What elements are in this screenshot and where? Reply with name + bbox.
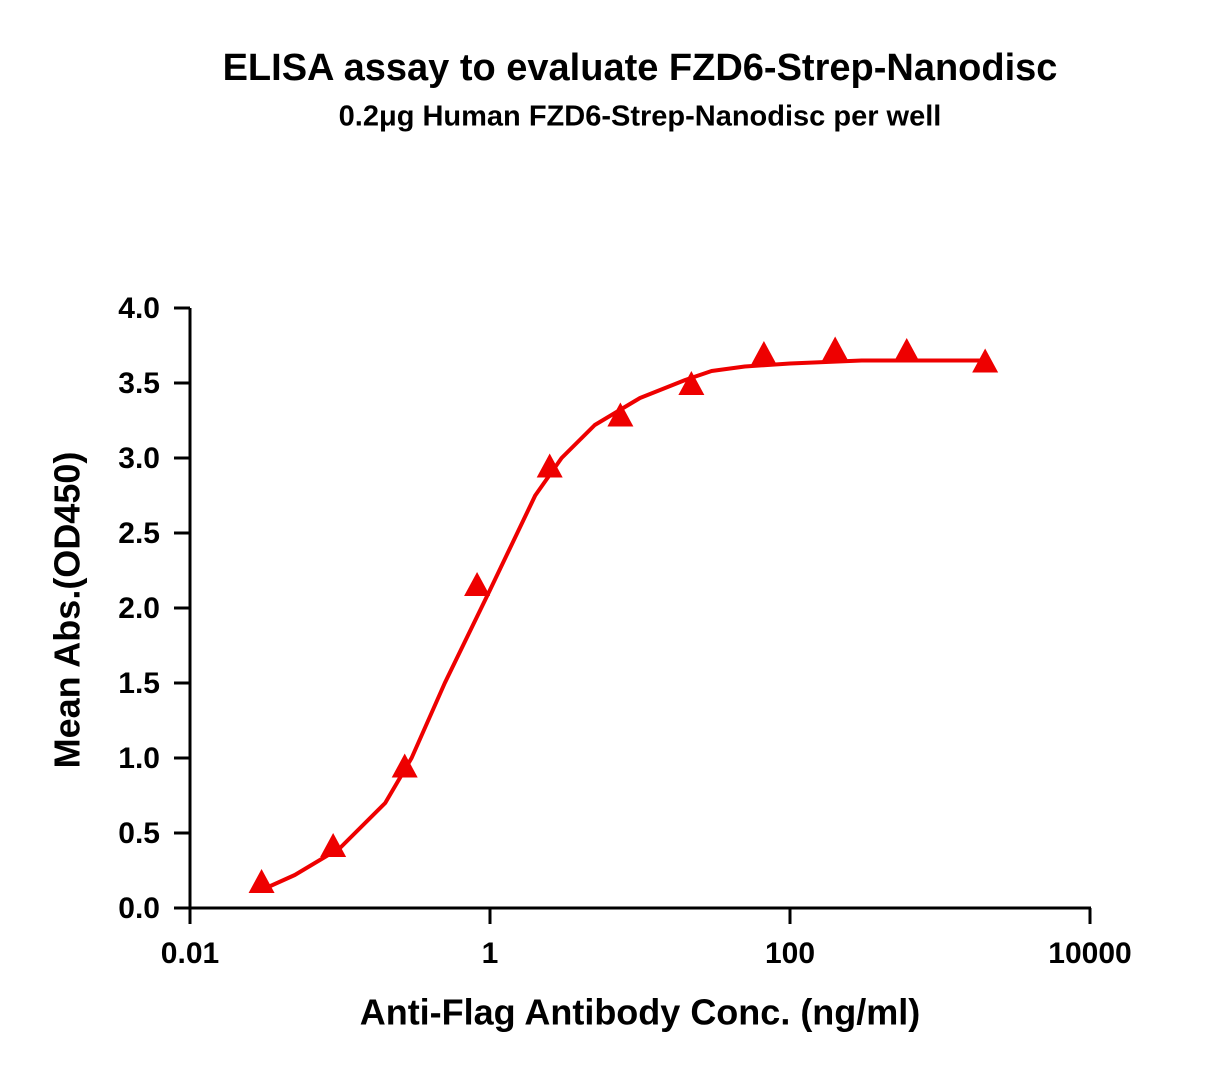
data-point [248,869,275,893]
data-point [320,833,347,857]
chart-title: ELISA assay to evaluate FZD6-Strep-Nanod… [223,47,1058,89]
chart-subtitle: 0.2μg Human FZD6-Strep-Nanodisc per well [339,101,942,133]
y-tick-label: 3.5 [118,367,160,400]
y-tick-label: 3.0 [118,442,160,475]
data-point [678,371,705,395]
data-point [391,753,418,778]
y-tick-label: 0.5 [118,817,160,850]
data-point [750,341,777,365]
data-point [893,338,920,362]
y-tick-label: 2.5 [118,517,160,550]
y-tick-label: 0.0 [118,892,160,925]
x-tick-label: 10000 [1048,937,1131,970]
data-point [972,348,999,373]
data-point [464,572,491,596]
y-tick-label: 1.0 [118,742,160,775]
x-tick-label: 100 [765,937,815,970]
x-tick-label: 1 [482,937,499,970]
y-tick-label: 4.0 [118,292,160,325]
y-tick-label: 2.0 [118,592,160,625]
x-axis-label: Anti-Flag Antibody Conc. (ng/ml) [360,992,921,1033]
y-axis-label: Mean Abs.(OD450) [47,452,88,769]
data-point [607,402,634,427]
data-point [536,453,563,478]
x-tick-label: 0.01 [161,937,219,970]
y-tick-label: 1.5 [118,667,160,700]
fit-curve [260,358,986,892]
data-point [822,336,849,361]
